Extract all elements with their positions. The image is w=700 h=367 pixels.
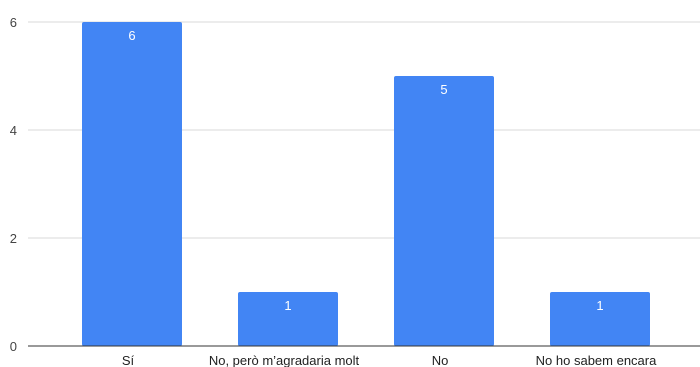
data-labels: 6 1 5 1 [128,28,603,313]
bar [238,292,338,346]
x-tick-label: Sí [122,353,135,367]
bar-data-label: 1 [284,298,291,313]
x-axis-tick-labels: Sí No, però m’agradaria molt No No ho sabem… [122,353,657,367]
y-tick-label: 6 [10,15,17,30]
bar-data-label: 1 [596,298,603,313]
bar [550,292,650,346]
bar [82,22,182,346]
y-tick-label: 2 [10,231,17,246]
y-tick-label: 0 [10,339,17,354]
x-tick-label: No, però m’agradaria molt [209,353,360,367]
x-tick-label: No [432,353,449,367]
bar-data-label: 6 [128,28,135,43]
y-axis-tick-labels: 0 2 4 6 [10,15,17,354]
bars [82,22,650,346]
y-tick-label: 4 [10,123,17,138]
bar [394,76,494,346]
x-tick-label: No ho sabem encara [536,353,657,367]
bar-data-label: 5 [440,82,447,97]
